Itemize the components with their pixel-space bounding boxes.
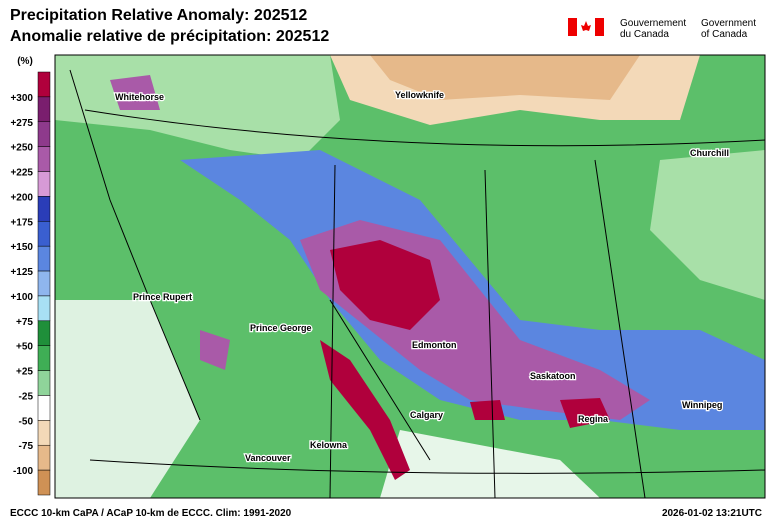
legend-label: -75 bbox=[19, 441, 34, 452]
legend-label: -25 bbox=[19, 391, 34, 402]
legend-swatch bbox=[37, 370, 51, 396]
city: Regina bbox=[578, 414, 609, 424]
legend-label: +175 bbox=[10, 217, 33, 228]
legend-label: +125 bbox=[10, 267, 33, 278]
gov-en-2: of Canada bbox=[701, 29, 748, 40]
city: Winnipeg bbox=[682, 400, 722, 410]
legend-label: +275 bbox=[10, 118, 33, 129]
legend-swatch bbox=[37, 420, 51, 446]
legend-label: -100 bbox=[13, 466, 33, 477]
legend-label: +50 bbox=[16, 342, 33, 353]
legend-swatch bbox=[37, 96, 51, 123]
city: Yellowknife bbox=[395, 90, 444, 100]
city: Calgary bbox=[410, 410, 443, 420]
legend-swatch bbox=[37, 196, 51, 222]
legend-swatch bbox=[37, 121, 51, 147]
legend-swatch bbox=[37, 146, 51, 172]
city: Saskatoon bbox=[530, 371, 576, 381]
legend-label: +100 bbox=[10, 292, 33, 303]
legend-swatch bbox=[37, 245, 51, 272]
legend-swatch bbox=[37, 221, 51, 247]
legend: +300 +275 +250 +225 +200 +175 +150 +125 +100 +75 +… bbox=[10, 71, 51, 496]
legend-label: +300 bbox=[10, 93, 33, 104]
map-frame bbox=[54, 54, 766, 499]
gov-fr-2: du Canada bbox=[620, 29, 669, 40]
city: Prince George bbox=[250, 323, 312, 333]
legend-swatch bbox=[37, 444, 51, 471]
legend-label: +75 bbox=[16, 317, 33, 328]
city: Vancouver bbox=[245, 453, 291, 463]
legend-label: +150 bbox=[10, 242, 33, 253]
legend-label: +25 bbox=[16, 367, 33, 378]
legend-swatch bbox=[37, 71, 51, 98]
legend-label: +250 bbox=[10, 143, 33, 154]
city: Churchill bbox=[690, 148, 729, 158]
title-en: Precipitation Relative Anomaly: 202512 bbox=[10, 7, 307, 24]
legend-swatch bbox=[37, 395, 51, 421]
legend-label: +200 bbox=[10, 192, 33, 203]
map bbox=[55, 55, 765, 498]
legend-unit: (%) bbox=[17, 56, 33, 67]
city: Kelowna bbox=[310, 440, 348, 450]
title-fr: Anomalie relative de précipitation: 2025… bbox=[10, 28, 329, 45]
legend-swatch bbox=[37, 345, 51, 371]
legend-swatch bbox=[37, 320, 51, 346]
canada-flag bbox=[568, 18, 604, 36]
legend-label: +225 bbox=[10, 168, 33, 179]
legend-swatch bbox=[37, 469, 51, 496]
city: Edmonton bbox=[412, 340, 457, 350]
gov-en-1: Government bbox=[701, 18, 756, 29]
legend-swatch bbox=[37, 171, 51, 197]
legend-swatch bbox=[37, 295, 51, 322]
legend-label: -50 bbox=[19, 416, 34, 427]
footer-right: 2026-01-02 13:21UTC bbox=[662, 508, 762, 519]
gov-fr-1: Gouvernement bbox=[620, 18, 686, 29]
legend-swatch bbox=[37, 270, 51, 297]
city: Whitehorse bbox=[115, 92, 164, 102]
city: Prince Rupert bbox=[133, 292, 192, 302]
footer-left: ECCC 10-km CaPA / ACaP 10-km de ECCC. Cl… bbox=[10, 508, 292, 519]
